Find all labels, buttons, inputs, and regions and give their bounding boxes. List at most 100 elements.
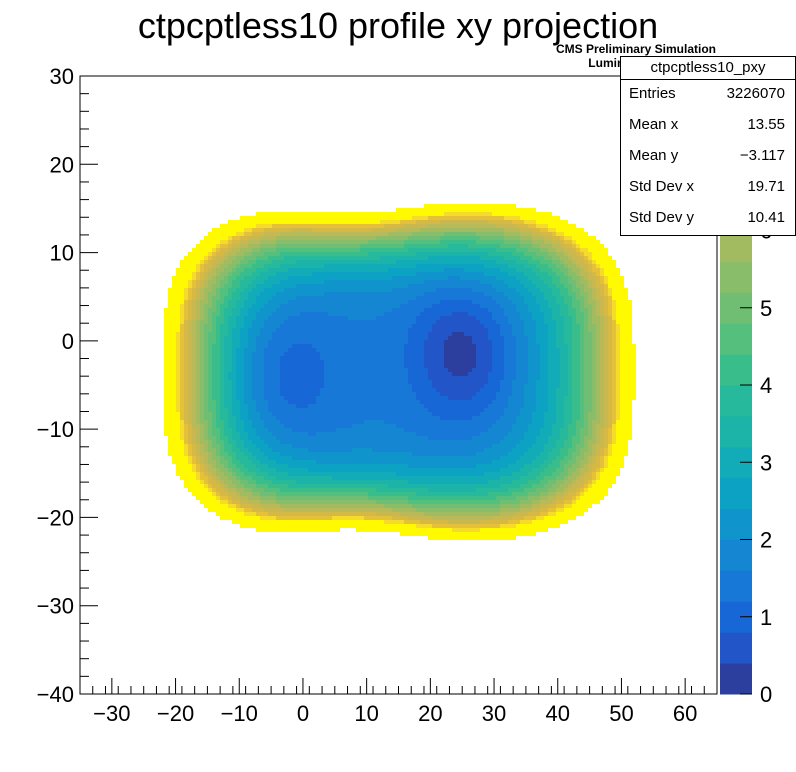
- heatmap-cell: [468, 260, 472, 264]
- heatmap-cell: [616, 320, 620, 324]
- heatmap-cell: [332, 368, 336, 372]
- heatmap-cell: [220, 364, 224, 368]
- heatmap-cell: [388, 292, 392, 296]
- heatmap-cell: [296, 216, 300, 220]
- heatmap-cell: [300, 344, 304, 348]
- heatmap-cell: [192, 348, 196, 352]
- heatmap-cell: [332, 364, 336, 368]
- heatmap-cell: [188, 336, 192, 340]
- heatmap-cell: [516, 364, 520, 368]
- heatmap-cell: [320, 316, 324, 320]
- heatmap-cell: [260, 356, 264, 360]
- heatmap-cell: [224, 252, 228, 256]
- heatmap-cell: [272, 224, 276, 228]
- heatmap-cell: [312, 328, 316, 332]
- heatmap-cell: [436, 372, 440, 376]
- heatmap-cell: [392, 244, 396, 248]
- heatmap-cell: [600, 256, 604, 260]
- heatmap-cell: [336, 260, 340, 264]
- heatmap-cell: [528, 304, 532, 308]
- heatmap-cell: [320, 228, 324, 232]
- heatmap-cell: [296, 376, 300, 380]
- heatmap-cell: [424, 216, 428, 220]
- heatmap-cell: [492, 316, 496, 320]
- heatmap-cell: [468, 296, 472, 300]
- heatmap-cell: [376, 360, 380, 364]
- heatmap-cell: [484, 212, 488, 216]
- heatmap-cell: [268, 272, 272, 276]
- heatmap-cell: [428, 228, 432, 232]
- heatmap-cell: [376, 236, 380, 240]
- heatmap-cell: [388, 272, 392, 276]
- heatmap-cell: [188, 312, 192, 316]
- heatmap-cell: [224, 288, 228, 292]
- heatmap-cell: [312, 356, 316, 360]
- heatmap-cell: [504, 372, 508, 376]
- heatmap-cell: [504, 348, 508, 352]
- heatmap-cell: [316, 356, 320, 360]
- heatmap-cell: [600, 384, 604, 388]
- heatmap-cell: [472, 268, 476, 272]
- heatmap-cell: [500, 348, 504, 352]
- heatmap-cell: [164, 308, 168, 312]
- heatmap-cell: [532, 280, 536, 284]
- heatmap-cell: [212, 264, 216, 268]
- heatmap-cell: [476, 292, 480, 296]
- heatmap-cell: [168, 316, 172, 320]
- heatmap-cell: [440, 264, 444, 268]
- heatmap-cell: [456, 324, 460, 328]
- heatmap-cell: [464, 260, 468, 264]
- heatmap-cell: [596, 288, 600, 292]
- heatmap-cell: [344, 300, 348, 304]
- heatmap-cell: [172, 308, 176, 312]
- heatmap-cell: [264, 272, 268, 276]
- heatmap-cell: [264, 236, 268, 240]
- heatmap-cell: [324, 364, 328, 368]
- heatmap-cell: [292, 236, 296, 240]
- heatmap-cell: [472, 240, 476, 244]
- heatmap-cell: [400, 324, 404, 328]
- heatmap-cell: [312, 360, 316, 364]
- heatmap-cell: [460, 204, 464, 208]
- heatmap-cell: [208, 284, 212, 288]
- heatmap-cell: [200, 352, 204, 356]
- heatmap-cell: [288, 328, 292, 332]
- heatmap-cell: [608, 380, 612, 384]
- heatmap-cell: [228, 380, 232, 384]
- heatmap-cell: [292, 256, 296, 260]
- heatmap-cell: [224, 368, 228, 372]
- heatmap-cell: [268, 280, 272, 284]
- heatmap-cell: [592, 236, 596, 240]
- heatmap-cell: [456, 372, 460, 376]
- heatmap-cell: [464, 344, 468, 348]
- heatmap-cell: [216, 376, 220, 380]
- heatmap-cell: [232, 360, 236, 364]
- heatmap-cell: [224, 248, 228, 252]
- heatmap-cell: [556, 360, 560, 364]
- heatmap-cell: [308, 248, 312, 252]
- heatmap-cell: [428, 352, 432, 356]
- heatmap-cell: [252, 240, 256, 244]
- heatmap-cell: [440, 232, 444, 236]
- heatmap-cell: [248, 292, 252, 296]
- heatmap-cell: [328, 320, 332, 324]
- heatmap-cell: [544, 248, 548, 252]
- heatmap-cell: [372, 328, 376, 332]
- heatmap-cell: [404, 236, 408, 240]
- heatmap-cell: [304, 280, 308, 284]
- heatmap-cell: [412, 220, 416, 224]
- heatmap-cell: [568, 292, 572, 296]
- heatmap-cell: [564, 288, 568, 292]
- heatmap-cell: [252, 236, 256, 240]
- heatmap-cell: [348, 360, 352, 364]
- heatmap-cell: [168, 292, 172, 296]
- heatmap-cell: [316, 360, 320, 364]
- heatmap-cell: [460, 244, 464, 248]
- heatmap-cell: [212, 320, 216, 324]
- heatmap-cell: [444, 368, 448, 372]
- heatmap-cell: [492, 332, 496, 336]
- heatmap-cell: [520, 340, 524, 344]
- heatmap-cell: [392, 280, 396, 284]
- heatmap-cell: [484, 232, 488, 236]
- heatmap-cell: [308, 364, 312, 368]
